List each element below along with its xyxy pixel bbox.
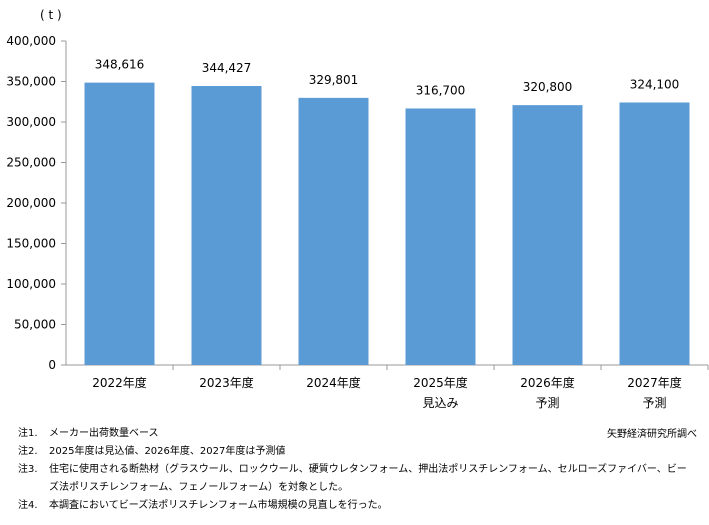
data-label: 344,427 bbox=[202, 61, 252, 75]
x-tick-label: 2023年度 bbox=[199, 375, 254, 390]
y-tick-label: 0 bbox=[48, 358, 56, 372]
bar bbox=[298, 97, 369, 365]
note-item: 注2. 2025年度は見込値、2026年度、2027年度は予測値 bbox=[18, 443, 698, 461]
y-tick-label: 300,000 bbox=[6, 115, 56, 129]
y-tick-label: 250,000 bbox=[6, 156, 56, 170]
data-label: 316,700 bbox=[416, 83, 466, 97]
unit-label: ( t ) bbox=[40, 8, 62, 22]
data-label: 320,800 bbox=[523, 80, 573, 94]
y-tick-label: 400,000 bbox=[6, 34, 56, 48]
bar bbox=[619, 102, 690, 365]
y-tick-label: 100,000 bbox=[6, 277, 56, 291]
note-item: 注4. 本調査においてビーズ法ポリスチレンフォーム市場規模の見直しを行った。 bbox=[18, 497, 698, 515]
source-label: 矢野経済研究所調べ bbox=[607, 429, 697, 440]
y-tick-label: 50,000 bbox=[14, 318, 56, 332]
data-label: 324,100 bbox=[630, 77, 680, 91]
y-tick-label: 350,000 bbox=[6, 75, 56, 89]
note-key: 注1. bbox=[18, 428, 38, 439]
note-text: 住宅に使用される断熱材（グラスウール、ロックウール、硬質ウレタンフォーム、押出法… bbox=[49, 464, 687, 493]
y-tick-label: 200,000 bbox=[6, 196, 56, 210]
x-tick-label: 2022年度 bbox=[92, 375, 147, 390]
y-tick-label: 150,000 bbox=[6, 237, 56, 251]
x-tick-label: 2024年度 bbox=[306, 375, 361, 390]
x-tick-label: 2027年度 bbox=[627, 375, 682, 390]
note-text: 本調査においてビーズ法ポリスチレンフォーム市場規模の見直しを行った。 bbox=[49, 500, 388, 511]
x-tick-label: 2026年度 bbox=[520, 375, 575, 390]
bar bbox=[512, 105, 583, 365]
note-text: メーカー出荷数量ベース bbox=[49, 428, 159, 439]
note-item: 注3. 住宅に使用される断熱材（グラスウール、ロックウール、硬質ウレタンフォーム、… bbox=[18, 461, 698, 497]
data-label: 329,801 bbox=[309, 73, 359, 87]
note-item: 注1. メーカー出荷数量ベース bbox=[18, 425, 698, 443]
bar bbox=[84, 82, 155, 366]
note-text: 2025年度は見込値、2026年度、2027年度は予測値 bbox=[49, 446, 286, 457]
note-key: 注4. bbox=[18, 500, 38, 511]
note-key: 注2. bbox=[18, 446, 38, 457]
bar-chart: ( t ) 0 50,000 100,000 150,000 200,000 250,00… bbox=[6, 8, 709, 410]
data-label: 348,616 bbox=[95, 58, 145, 72]
x-tick-label: 2025年度 bbox=[413, 375, 468, 390]
note-key: 注3. bbox=[18, 464, 38, 475]
bar bbox=[191, 86, 262, 365]
x-tick-label: 見込み bbox=[422, 396, 458, 410]
x-tick-label: 予測 bbox=[535, 396, 559, 410]
x-tick-label: 予測 bbox=[642, 396, 666, 410]
bar bbox=[405, 108, 476, 366]
notes: 注1. メーカー出荷数量ベース 注2. 2025年度は見込値、2026年度、2027年… bbox=[18, 425, 698, 515]
